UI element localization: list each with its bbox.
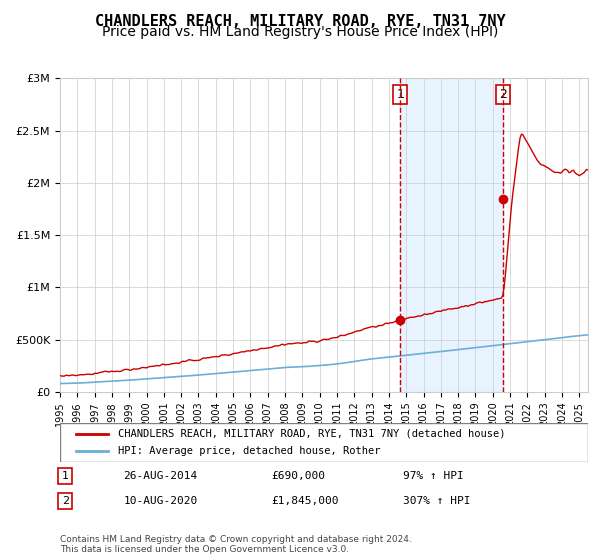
Text: 10-AUG-2020: 10-AUG-2020 [124, 496, 197, 506]
FancyBboxPatch shape [60, 423, 588, 462]
Text: £1,845,000: £1,845,000 [271, 496, 339, 506]
Text: CHANDLERS REACH, MILITARY ROAD, RYE, TN31 7NY (detached house): CHANDLERS REACH, MILITARY ROAD, RYE, TN3… [118, 429, 506, 439]
Text: Price paid vs. HM Land Registry's House Price Index (HPI): Price paid vs. HM Land Registry's House … [102, 25, 498, 39]
Text: 1: 1 [396, 88, 404, 101]
Text: 307% ↑ HPI: 307% ↑ HPI [403, 496, 471, 506]
Text: 97% ↑ HPI: 97% ↑ HPI [403, 471, 464, 481]
Text: CHANDLERS REACH, MILITARY ROAD, RYE, TN31 7NY: CHANDLERS REACH, MILITARY ROAD, RYE, TN3… [95, 14, 505, 29]
Text: Contains HM Land Registry data © Crown copyright and database right 2024.
This d: Contains HM Land Registry data © Crown c… [60, 535, 412, 554]
Text: 1: 1 [62, 471, 69, 481]
Bar [400, 78, 503, 392]
Text: £690,000: £690,000 [271, 471, 325, 481]
Text: 2: 2 [62, 496, 69, 506]
Text: 26-AUG-2014: 26-AUG-2014 [124, 471, 197, 481]
Text: 2: 2 [499, 88, 507, 101]
Text: HPI: Average price, detached house, Rother: HPI: Average price, detached house, Roth… [118, 446, 380, 456]
